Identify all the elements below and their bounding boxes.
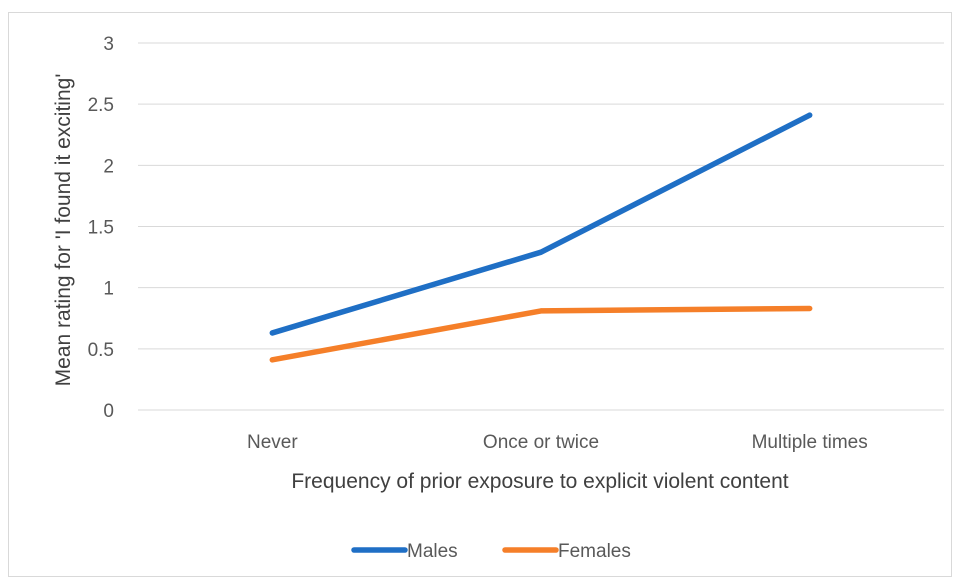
series-lines <box>269 112 813 363</box>
legend: Males Females <box>351 541 631 562</box>
y-tick-label: 2 <box>103 156 114 177</box>
legend-label-males: Males <box>407 541 458 562</box>
series-line-males <box>269 112 813 336</box>
gridlines <box>138 42 944 411</box>
data-point-females <box>538 308 544 314</box>
data-point-males <box>807 112 813 118</box>
data-point-males <box>269 330 275 336</box>
x-tick-label: Once or twice <box>483 432 599 453</box>
data-point-males <box>538 249 544 255</box>
x-axis-title: Frequency of prior exposure to explicit … <box>291 470 788 493</box>
chart-frame <box>8 12 952 577</box>
y-tick-label: 1 <box>103 279 114 300</box>
y-axis-title: Mean rating for 'I found it exciting' <box>52 74 75 387</box>
series-line-females <box>269 305 813 363</box>
y-tick-label: 2.5 <box>88 95 114 116</box>
x-tick-label: Never <box>247 432 298 453</box>
y-tick-label: 0.5 <box>88 340 114 361</box>
data-point-females <box>807 305 813 311</box>
x-axis-tick-labels: Never Once or twice Multiple times <box>247 432 868 453</box>
data-point-females <box>269 357 275 363</box>
y-tick-label: 1.5 <box>88 218 114 239</box>
y-axis-tick-labels: 0 0.5 1 1.5 2 2.5 3 <box>88 34 114 422</box>
y-tick-label: 0 <box>103 401 114 422</box>
x-tick-label: Multiple times <box>752 432 868 453</box>
legend-label-females: Females <box>558 541 631 562</box>
y-tick-label: 3 <box>103 34 114 55</box>
